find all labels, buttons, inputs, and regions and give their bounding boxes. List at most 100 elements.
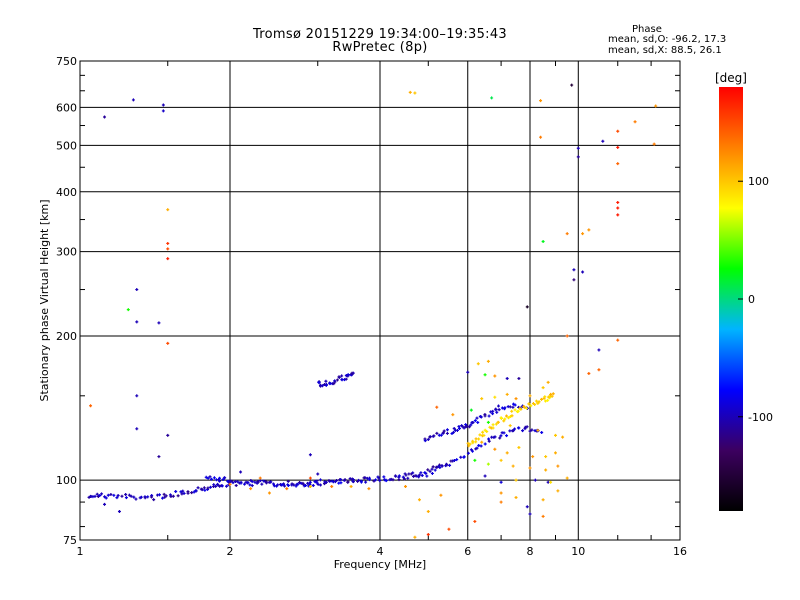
trace-point [444, 462, 448, 466]
echo-point [565, 334, 569, 338]
echo-point [499, 458, 503, 462]
phase-heading: Phase [632, 24, 662, 35]
trace-point [269, 480, 273, 484]
trace-point [411, 471, 415, 475]
trace-point [150, 495, 154, 499]
trace-point [239, 480, 243, 484]
trace-point [320, 384, 324, 388]
trace-point [533, 402, 537, 406]
echo-point [349, 484, 353, 488]
trace-point [340, 374, 344, 378]
echo-point [403, 484, 407, 488]
echo-point [166, 341, 170, 345]
trace-point [304, 484, 308, 488]
trace-point [521, 429, 525, 433]
colorbar-tick-label: 0 [748, 293, 755, 306]
y-tick-label: 600 [56, 101, 77, 114]
y-tick-label: 100 [56, 474, 77, 487]
trace-point [483, 412, 487, 416]
trace-point [459, 455, 463, 459]
y-tick-label: 75 [63, 534, 77, 547]
echo-point [480, 397, 484, 401]
echo-point [228, 482, 232, 486]
colorbar-label: [deg] [715, 71, 747, 85]
echo-point [616, 129, 620, 133]
echo-point [166, 208, 170, 212]
trace-point [344, 377, 348, 381]
echo-points [87, 83, 658, 539]
echo-point [483, 373, 487, 377]
trace-point [487, 414, 491, 418]
echo-point [597, 348, 601, 352]
trace-point [316, 482, 320, 486]
trace-point [525, 425, 529, 429]
trace-point [243, 482, 246, 486]
trace-point [206, 486, 210, 490]
echo-point [166, 257, 170, 261]
trace-point [359, 480, 363, 484]
trace-point [214, 484, 218, 488]
echo-point [528, 394, 532, 398]
trace-point [516, 409, 520, 413]
trace-point [523, 427, 527, 431]
echo-point [131, 98, 135, 102]
trace-point [530, 428, 534, 432]
trace-point [234, 479, 238, 483]
trace-point [512, 402, 516, 406]
echo-point [616, 206, 620, 210]
echo-point [514, 496, 518, 499]
trace-point [134, 497, 138, 501]
echo-point [249, 487, 253, 491]
trace-point [397, 475, 401, 479]
trace-point [315, 479, 319, 483]
trace-point [546, 398, 550, 402]
trace-point [452, 458, 456, 462]
trace-point [182, 491, 186, 495]
echo-point [486, 420, 490, 424]
echo-point [587, 371, 591, 375]
trace-point [346, 374, 350, 378]
trace-point [164, 494, 168, 498]
echo-point [161, 109, 165, 113]
trace-point [417, 473, 421, 477]
echo-point [556, 464, 560, 468]
echo-point [597, 368, 601, 372]
echo-point [308, 484, 312, 488]
trace-point [295, 482, 299, 486]
trace-point [543, 395, 547, 399]
echo-point [89, 404, 93, 408]
trace-point [115, 496, 119, 500]
trace-point [430, 467, 434, 471]
echo-point [531, 455, 535, 459]
echo-point [541, 386, 545, 390]
trace-point [439, 433, 443, 437]
trace-point [524, 406, 528, 410]
echo-point [486, 462, 490, 466]
trace-point [481, 430, 485, 434]
echo-point [499, 416, 503, 420]
echo-point [413, 91, 417, 95]
trace-point [181, 489, 185, 493]
trace-point [127, 493, 131, 497]
trace-point [394, 474, 398, 478]
echo-point [576, 155, 580, 159]
trace-point [448, 463, 452, 467]
trace-point [466, 441, 470, 445]
trace-point [272, 482, 276, 486]
colorbar-tick-label: -100 [748, 411, 773, 424]
trace-point [286, 479, 290, 483]
trace-point [455, 428, 459, 432]
trace-point [437, 464, 441, 468]
echo-point [493, 395, 497, 399]
echo-point [466, 370, 470, 374]
trace-point [179, 490, 183, 494]
trace-point [283, 484, 287, 488]
echo-point [473, 519, 477, 523]
echo-point [451, 413, 455, 417]
trace-point [200, 488, 204, 492]
trace-point [333, 480, 337, 484]
trace-point [224, 484, 228, 488]
trace-point [404, 473, 408, 477]
trace-point [435, 431, 439, 435]
echo-point [572, 278, 576, 282]
